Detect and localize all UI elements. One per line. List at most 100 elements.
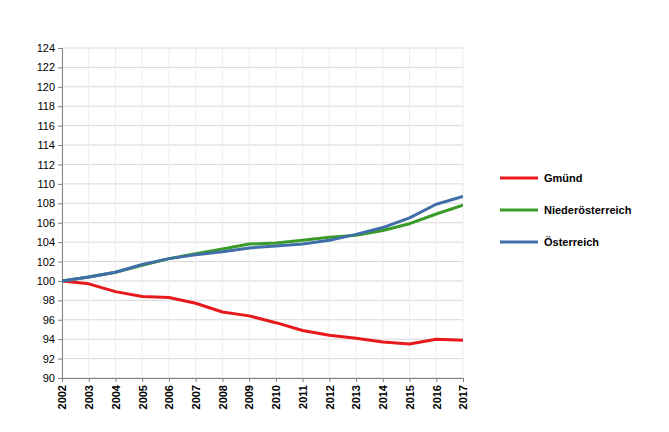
legend: Gmünd Niederösterreich Österreich xyxy=(500,172,632,248)
x-tick-label: 2012 xyxy=(324,385,336,409)
x-grid-line xyxy=(302,48,303,378)
x-tick-label: 2009 xyxy=(243,385,255,409)
y-tick-label: 106 xyxy=(37,217,55,229)
x-tick-mark xyxy=(276,378,277,382)
x-tick: 2004 xyxy=(110,378,122,409)
y-tick: 124 xyxy=(37,42,62,54)
x-tick-mark xyxy=(249,378,250,382)
x-tick-label: 2013 xyxy=(350,385,362,409)
x-tick-mark xyxy=(356,378,357,382)
y-tick-label: 100 xyxy=(37,275,55,287)
y-axis: 90 92 94 96 98 100 102 104 106 108 110 112 114 116 118… xyxy=(37,42,63,384)
x-tick-mark xyxy=(303,378,304,382)
x-tick: 2008 xyxy=(217,378,229,409)
y-grid-line xyxy=(62,145,463,146)
x-grid-line xyxy=(409,48,410,378)
y-grid-line xyxy=(62,164,463,165)
y-tick-label: 116 xyxy=(37,120,55,132)
y-tick-mark xyxy=(58,262,62,263)
x-tick: 2002 xyxy=(56,378,68,409)
y-grid-line xyxy=(62,48,463,49)
x-tick: 2014 xyxy=(377,378,389,409)
y-grid-line xyxy=(62,358,463,359)
x-tick: 2012 xyxy=(324,378,336,409)
y-tick: 112 xyxy=(37,158,62,170)
x-grid-line xyxy=(88,48,89,378)
x-tick-label: 2016 xyxy=(431,385,443,409)
y-grid-line xyxy=(62,106,463,107)
x-grid-line xyxy=(249,48,250,378)
y-grid-line xyxy=(62,183,463,184)
x-tick: 2013 xyxy=(350,378,362,409)
legend-swatch xyxy=(500,177,538,180)
grid xyxy=(62,48,463,378)
x-tick-label: 2008 xyxy=(217,385,229,409)
y-grid-line xyxy=(62,67,463,68)
x-tick-mark xyxy=(436,378,437,382)
y-tick-label: 96 xyxy=(43,314,55,326)
y-grid-line xyxy=(62,222,463,223)
x-grid-line xyxy=(382,48,383,378)
x-tick-label: 2006 xyxy=(163,385,175,409)
y-tick-mark xyxy=(58,145,62,146)
x-tick-label: 2010 xyxy=(270,385,282,409)
y-tick-label: 90 xyxy=(43,372,55,384)
y-tick: 104 xyxy=(37,236,62,248)
y-tick-label: 92 xyxy=(43,353,55,365)
x-grid-line xyxy=(329,48,330,378)
y-tick-mark xyxy=(58,300,62,301)
x-grid-line xyxy=(195,48,196,378)
x-tick-mark xyxy=(142,378,143,382)
x-tick-mark xyxy=(410,378,411,382)
y-tick-mark xyxy=(58,281,62,282)
y-tick-label: 110 xyxy=(37,178,55,190)
x-tick-mark xyxy=(196,378,197,382)
y-tick-mark xyxy=(58,106,62,107)
y-tick: 90 xyxy=(43,372,62,384)
x-tick-label: 2005 xyxy=(137,385,149,409)
y-grid-line xyxy=(62,339,463,340)
y-tick: 94 xyxy=(43,333,62,345)
y-tick: 114 xyxy=(37,139,62,151)
y-tick: 102 xyxy=(37,256,62,268)
y-tick-mark xyxy=(58,164,62,165)
x-tick-mark xyxy=(222,378,223,382)
x-grid-line xyxy=(168,48,169,378)
x-grid-line xyxy=(115,48,116,378)
y-tick-label: 112 xyxy=(37,158,55,170)
series-line xyxy=(62,281,463,344)
legend-label: Österreich xyxy=(544,236,599,248)
x-tick: 2006 xyxy=(163,378,175,409)
x-grid-line xyxy=(356,48,357,378)
y-tick: 108 xyxy=(37,197,62,209)
y-tick-mark xyxy=(58,184,62,185)
x-tick: 2010 xyxy=(270,378,282,409)
y-tick-mark xyxy=(58,126,62,127)
x-tick-mark xyxy=(89,378,90,382)
y-tick: 100 xyxy=(37,275,62,287)
x-tick-mark xyxy=(169,378,170,382)
y-tick: 110 xyxy=(37,178,62,190)
y-tick: 98 xyxy=(43,294,62,306)
y-grid-line xyxy=(62,280,463,281)
y-tick: 116 xyxy=(37,120,62,132)
legend-item: Niederösterreich xyxy=(500,204,632,216)
y-tick: 118 xyxy=(37,100,62,112)
legend-item: Österreich xyxy=(500,236,599,248)
x-tick: 2016 xyxy=(431,378,443,409)
x-tick: 2009 xyxy=(243,378,255,409)
legend-swatch xyxy=(500,241,538,244)
y-grid-line xyxy=(62,86,463,87)
x-tick-mark xyxy=(62,378,63,382)
x-axis-line xyxy=(63,379,464,383)
y-tick-label: 114 xyxy=(37,139,55,151)
y-grid-line xyxy=(62,203,463,204)
y-grid-line xyxy=(62,125,463,126)
legend-item: Gmünd xyxy=(500,172,583,184)
x-grid-line xyxy=(142,48,143,378)
x-tick-label: 2011 xyxy=(297,385,309,409)
y-grid-line xyxy=(62,261,463,262)
y-tick: 122 xyxy=(37,61,62,73)
y-tick: 106 xyxy=(37,217,62,229)
y-tick-mark xyxy=(58,203,62,204)
